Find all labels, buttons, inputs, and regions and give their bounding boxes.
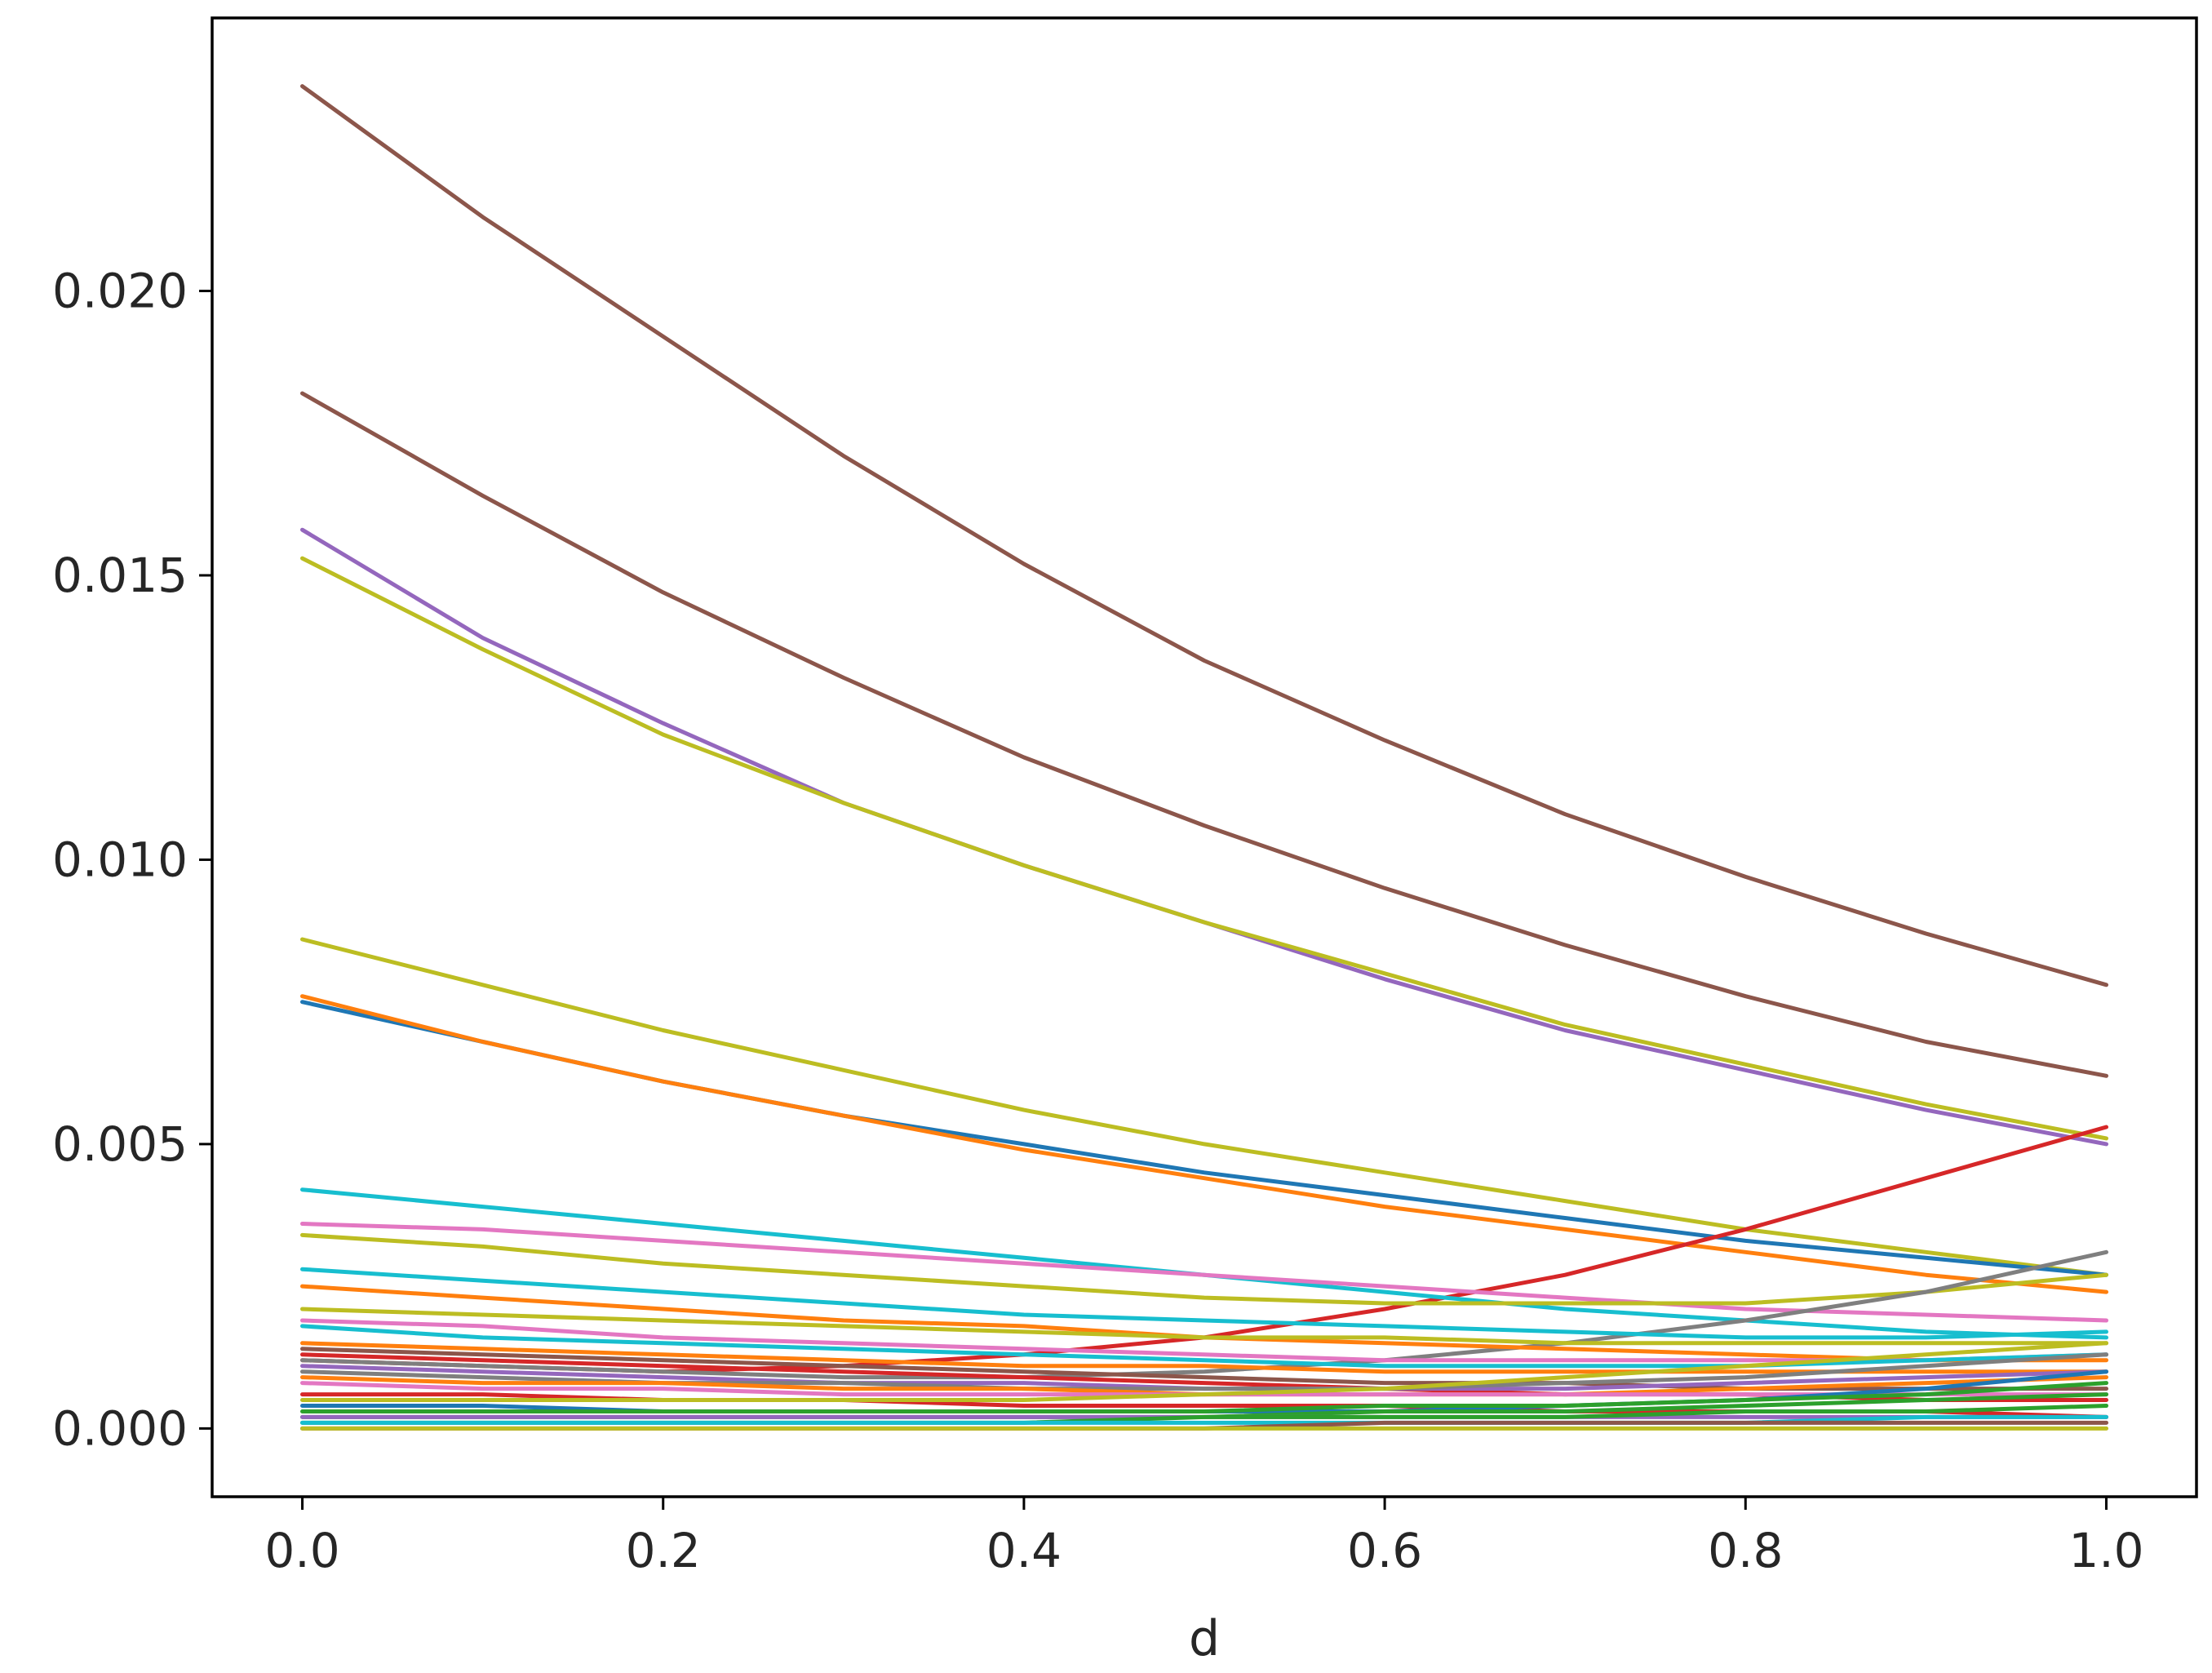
x-tick-label: 1.0 xyxy=(2068,1523,2143,1578)
x-tick-label: 0.0 xyxy=(264,1523,339,1578)
series-line-4 xyxy=(300,556,2108,1141)
series-line-11 xyxy=(300,1232,2108,1306)
series-line-13 xyxy=(300,1267,2108,1340)
series-layer xyxy=(300,84,2108,1431)
y-tick-label: 0.015 xyxy=(52,548,188,603)
x-axis: 0.0 0.2 0.4 0.6 0.8 1.0 xyxy=(264,1497,2144,1578)
series-line-2 xyxy=(300,391,2108,1078)
x-tick-label: 0.2 xyxy=(626,1523,701,1578)
y-tick-label: 0.010 xyxy=(52,832,188,887)
series-line-7 xyxy=(300,994,2108,1294)
x-tick-label: 0.6 xyxy=(1347,1523,1422,1578)
y-tick-label: 0.005 xyxy=(52,1116,188,1172)
series-line-15 xyxy=(300,1307,2108,1346)
series-line-28 xyxy=(300,1381,2108,1413)
y-axis: 0.000 0.005 0.010 0.015 0.020 xyxy=(52,264,212,1456)
y-tick-label: 0.020 xyxy=(52,264,188,319)
x-axis-label: d xyxy=(1189,1610,1220,1667)
y-tick-label: 0.000 xyxy=(52,1400,188,1456)
series-line-5 xyxy=(300,937,2108,1277)
series-line-1 xyxy=(300,84,2108,987)
x-tick-label: 0.4 xyxy=(986,1523,1062,1578)
series-line-12 xyxy=(300,1249,2108,1380)
x-tick-label: 0.8 xyxy=(1708,1523,1783,1578)
series-line-3 xyxy=(300,527,2108,1147)
plot-frame xyxy=(211,16,2198,1498)
series-line-26 xyxy=(300,1341,2108,1402)
